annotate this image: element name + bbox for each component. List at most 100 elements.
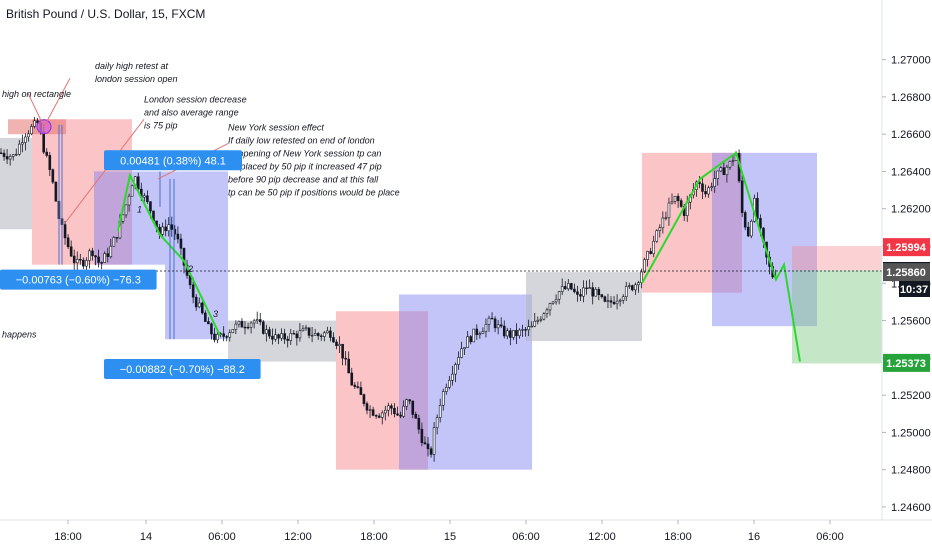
candle-body — [509, 330, 512, 338]
x-tick-label: 16 — [748, 531, 760, 543]
x-tick-label: 18:00 — [360, 531, 388, 543]
candle-body — [579, 294, 582, 297]
candle-body — [66, 237, 70, 248]
candle-body — [377, 415, 381, 418]
price-label-text: 1.25994 — [886, 242, 927, 254]
time-axis[interactable]: 18:00 14 06:00 12:00 18:00 15 06:00 12:00 18:00 1… — [54, 520, 844, 543]
candle-body — [374, 415, 378, 417]
candle-body — [557, 291, 561, 300]
candle-body — [261, 321, 265, 334]
y-tick-label: 1.26600 — [891, 129, 931, 141]
candle-body — [14, 153, 18, 156]
candle-body — [48, 155, 52, 170]
candle-body — [493, 318, 497, 329]
candle-body — [533, 320, 537, 327]
candle-body — [451, 373, 454, 381]
y-tick-label: 1.25000 — [891, 427, 931, 439]
candle-body — [432, 427, 436, 455]
candle-body — [127, 195, 131, 206]
candle-body — [170, 224, 174, 230]
candle-body — [8, 156, 12, 160]
measure-label-box — [104, 359, 261, 380]
y-tick-label: 1.25200 — [891, 390, 931, 402]
candle-body — [268, 329, 271, 337]
annotation-pointer — [27, 92, 45, 127]
candle-body — [161, 226, 164, 235]
candle-body — [539, 318, 543, 321]
candle-body — [255, 319, 259, 322]
candle-body — [146, 195, 149, 202]
candle-body — [51, 169, 55, 183]
candle-body — [197, 302, 201, 308]
candle-body — [478, 333, 482, 336]
candle-body — [679, 200, 683, 207]
candle-body — [201, 302, 204, 314]
candle-body — [460, 348, 463, 358]
candle-body — [435, 417, 439, 429]
plot-area[interactable] — [0, 0, 882, 520]
candle-body — [91, 250, 94, 257]
candle-body — [237, 321, 241, 325]
candle-body — [673, 195, 677, 202]
candle-body — [472, 328, 476, 343]
candle-body — [216, 334, 219, 341]
candle-body — [167, 224, 171, 232]
session-zone-6 — [336, 311, 428, 470]
candle-body — [249, 322, 253, 328]
price-axis[interactable]: 1.270001.268001.266001.264001.262001.260… — [882, 55, 931, 514]
measure-label-text: −0.00882 (−0.70%) −88.2 — [120, 364, 245, 376]
candle-body — [319, 335, 323, 337]
candle-body — [109, 245, 113, 257]
x-tick-label: 12:00 — [588, 531, 616, 543]
annotation-text: daily high retest at — [95, 61, 169, 71]
candle-body — [246, 326, 250, 329]
candle-body — [637, 282, 640, 286]
candle-body — [359, 387, 363, 395]
candle-body — [542, 313, 546, 320]
candle-body — [69, 246, 73, 257]
session-zone-4 — [165, 171, 228, 340]
candle-body — [444, 387, 448, 392]
candle-body — [191, 284, 195, 298]
annotation-text: 3 — [213, 309, 218, 319]
y-tick-label: 1.26800 — [891, 92, 931, 104]
candle-body — [45, 151, 49, 156]
candle-body — [310, 334, 314, 337]
candle-body — [664, 217, 668, 219]
candle-body — [429, 448, 433, 455]
candle-body — [341, 343, 344, 359]
candle-body — [551, 301, 555, 304]
candle-body — [234, 323, 238, 330]
candle-body — [759, 218, 762, 229]
candle-body — [521, 329, 524, 331]
candle-body — [75, 258, 79, 264]
candle-body — [100, 262, 103, 264]
candle-body — [411, 400, 415, 415]
candle-body — [719, 167, 723, 172]
candle-body — [530, 325, 534, 328]
candle-body — [466, 336, 469, 348]
candle-body — [54, 181, 58, 202]
candle-body — [524, 329, 527, 331]
candle-body — [615, 300, 619, 305]
candle-body — [405, 399, 408, 407]
candle-body — [563, 286, 567, 290]
candle-body — [24, 136, 27, 143]
candle-body — [371, 409, 375, 416]
candle-body — [88, 250, 91, 261]
candle-body — [344, 357, 347, 360]
x-tick-label: 15 — [444, 531, 456, 543]
session-zone-5 — [228, 320, 336, 362]
y-tick-label: 1.25600 — [891, 316, 931, 328]
candle-body — [588, 287, 591, 289]
candle-body — [326, 330, 329, 334]
candle-body — [390, 405, 393, 409]
candle-body — [484, 324, 488, 332]
candle-body — [231, 329, 235, 333]
y-tick-label: 1.26400 — [891, 166, 931, 178]
annotation-text: 2 — [187, 264, 193, 274]
candle-body — [710, 186, 713, 189]
annotation-pointer — [65, 118, 145, 223]
countdown-box — [899, 280, 930, 297]
